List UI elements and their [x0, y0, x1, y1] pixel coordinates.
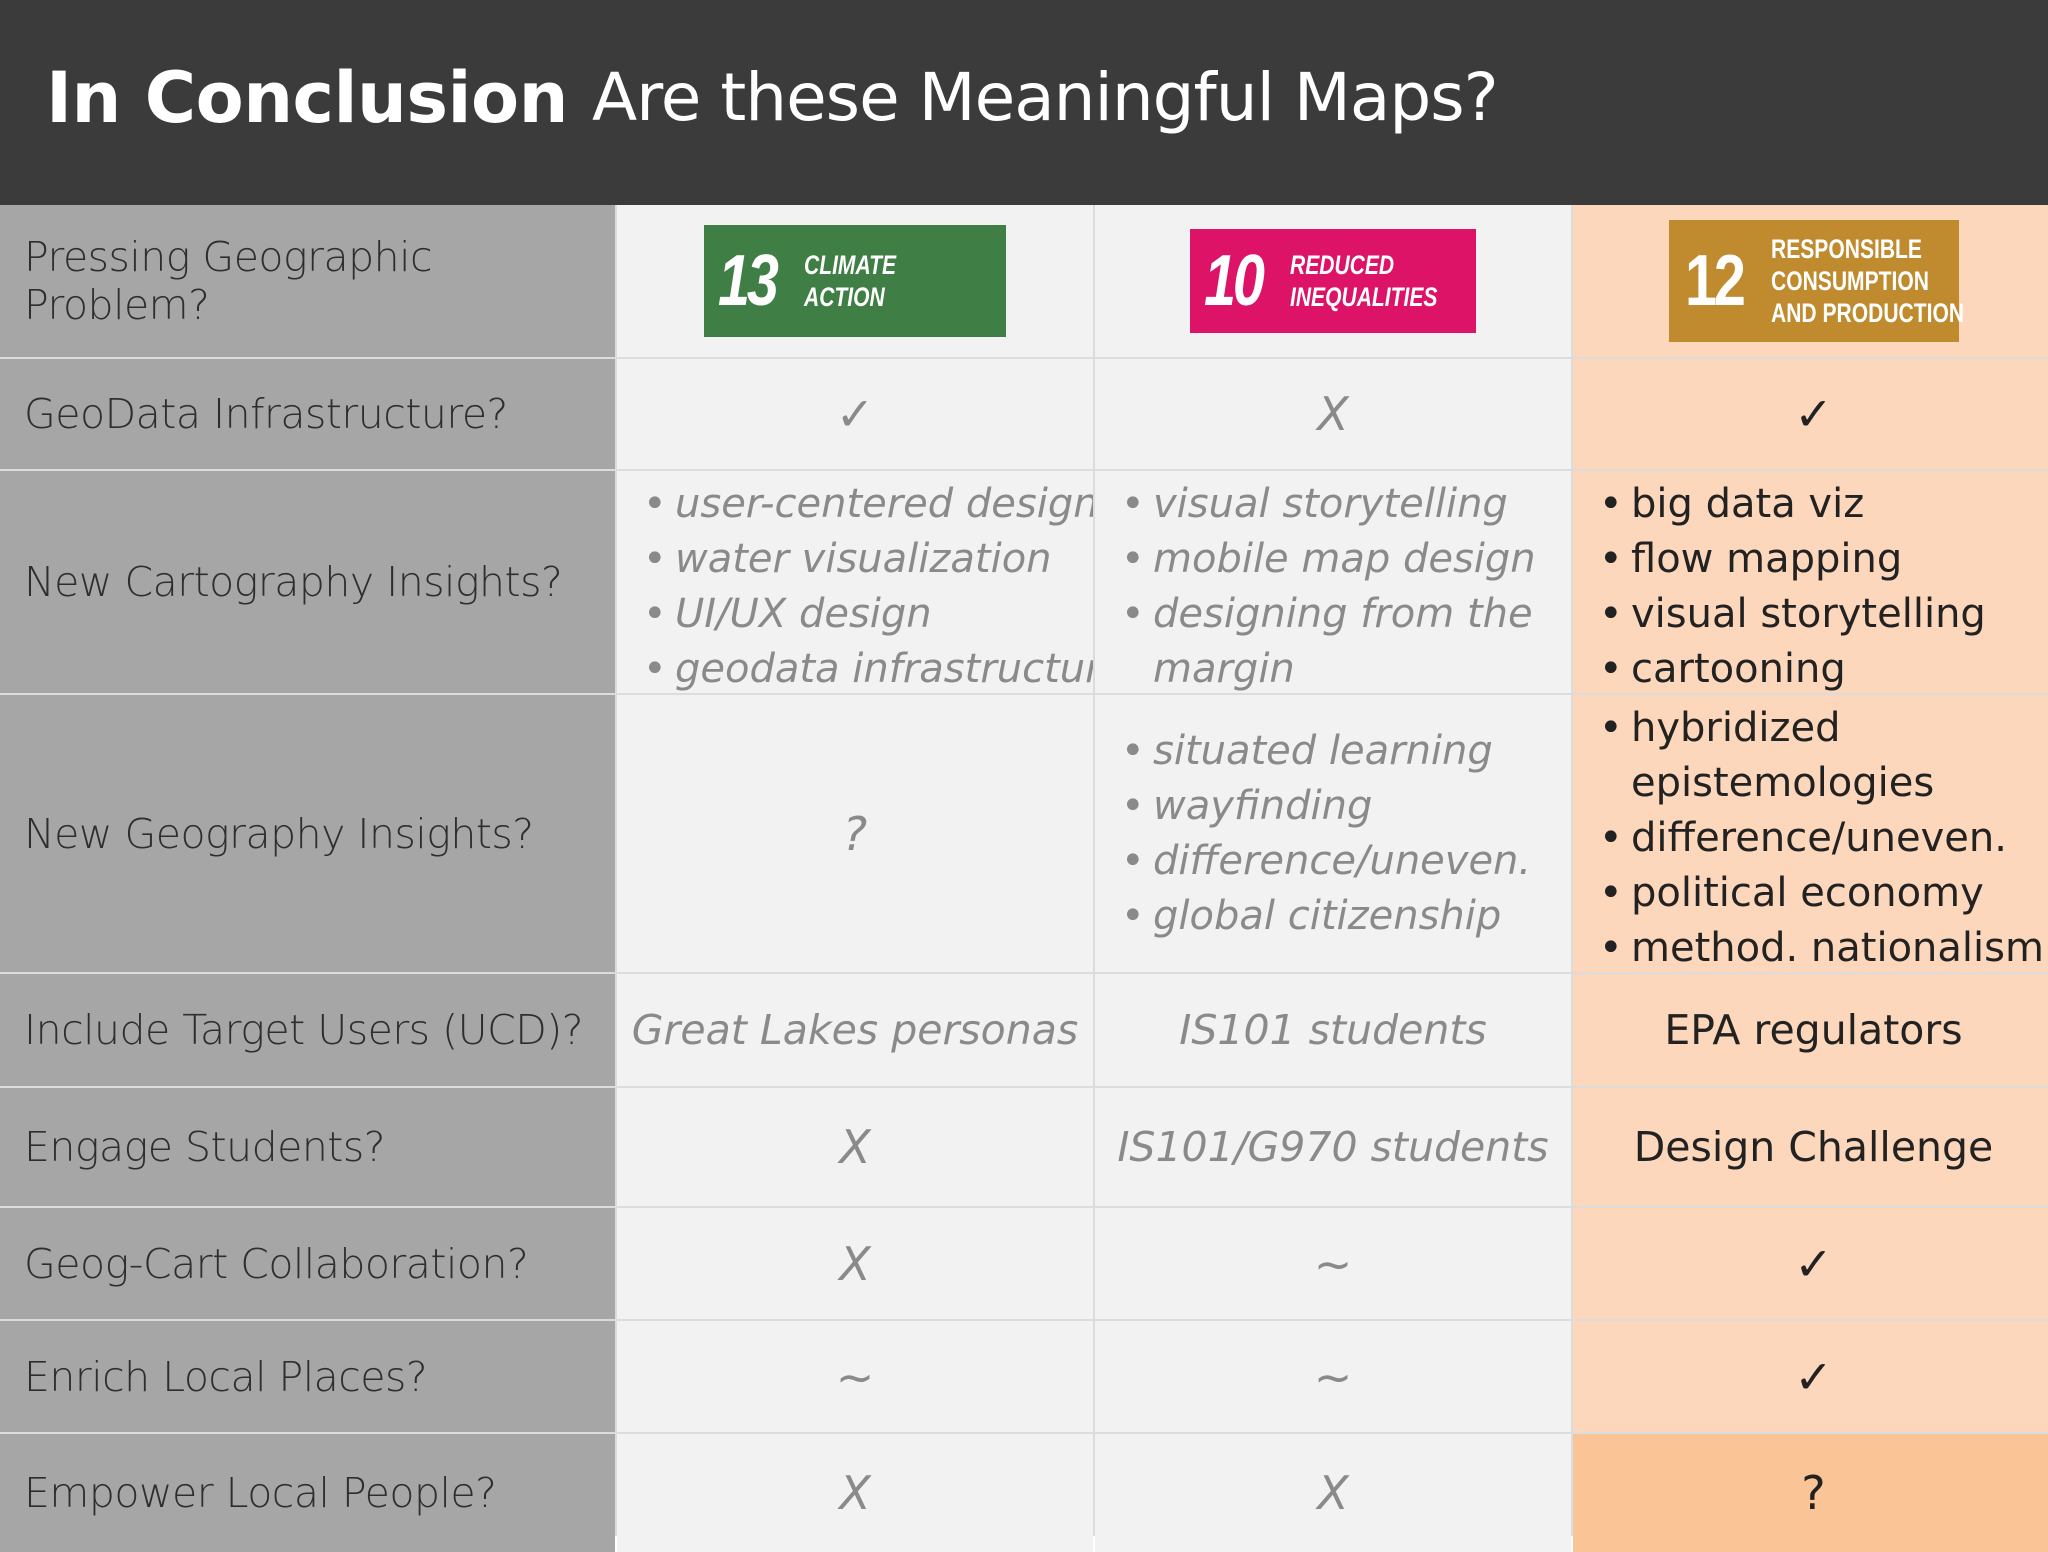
geography-c1: ?	[617, 695, 1093, 972]
sdg12-line2: CONSUMPTION	[1770, 266, 1929, 296]
sdg12-cell: 12 RESPONSIBLE CONSUMPTION AND PRODUCTIO…	[1573, 205, 2048, 357]
row-label-engage: Engage Students?	[0, 1088, 615, 1206]
list-item: mobile map design	[1113, 532, 1536, 587]
row-label-geography: New Geography Insights?	[0, 695, 615, 972]
list-item: designing from the margin	[1113, 587, 1533, 693]
sdg13-number: 13	[718, 241, 779, 321]
sdg10-number: 10	[1204, 241, 1265, 321]
collab-c2-value: ~	[1313, 1236, 1353, 1291]
enrich-c3: ✓	[1573, 1321, 2048, 1432]
enrich-c3-value: ✓	[1794, 1349, 1833, 1404]
cartography-c1-list: user-centered design water visualization…	[635, 477, 1093, 693]
sdg10-cell: 10 REDUCED INEQUALITIES	[1095, 205, 1571, 357]
list-item: visual storytelling	[1591, 587, 1986, 642]
list-item: global citizenship	[1113, 889, 1531, 944]
collab-c3-value: ✓	[1794, 1236, 1833, 1291]
geography-c3-list: hybridized epistemologies difference/une…	[1591, 701, 2044, 972]
title-bar: In Conclusion Are these Meaningful Maps?	[0, 0, 2048, 205]
list-item: difference/uneven.	[1113, 834, 1531, 889]
sdg13-cell: 13 CLIMATE ACTION	[617, 205, 1093, 357]
sdg12-badge: 12 RESPONSIBLE CONSUMPTION AND PRODUCTIO…	[1668, 220, 1964, 342]
enrich-c2-value: ~	[1313, 1349, 1353, 1404]
list-item: method. nationalism	[1591, 921, 2044, 972]
empower-c3-value: ?	[1801, 1466, 1826, 1520]
list-item: geodata infrastructure	[635, 642, 1093, 693]
sdg12-text: RESPONSIBLE CONSUMPTION AND PRODUCTION	[1771, 233, 1964, 329]
geography-c3: hybridized epistemologies difference/une…	[1573, 695, 2048, 972]
list-item: political economy	[1591, 866, 2044, 921]
sdg10-text: REDUCED INEQUALITIES	[1290, 249, 1437, 313]
target-users-c2: IS101 students	[1095, 974, 1571, 1086]
geodata-c3-value: ✓	[1794, 387, 1833, 441]
geodata-c2-value: X	[1317, 387, 1349, 441]
empower-c2-value: X	[1317, 1466, 1349, 1520]
sdg13-line1: CLIMATE	[804, 250, 897, 280]
sdg10-badge: 10 REDUCED INEQUALITIES	[1190, 229, 1476, 333]
geodata-c2: X	[1095, 359, 1571, 469]
cartography-c3-list: big data viz flow mapping visual storyte…	[1591, 477, 1986, 693]
engage-c3: Design Challenge	[1573, 1088, 2048, 1206]
sdg10-line1: REDUCED	[1290, 250, 1395, 280]
sdg13-text: CLIMATE ACTION	[804, 249, 896, 313]
cartography-c2: visual storytelling mobile map design de…	[1095, 471, 1571, 693]
geodata-c3: ✓	[1573, 359, 2048, 469]
list-item: wayfinding	[1113, 779, 1531, 834]
geography-c2: situated learning wayfinding difference/…	[1095, 695, 1571, 972]
row-label-collab: Geog-Cart Collaboration?	[0, 1208, 615, 1319]
list-item: hybridized epistemologies	[1591, 701, 2011, 811]
collab-c1-value: X	[839, 1236, 871, 1291]
engage-c2: IS101/G970 students	[1095, 1088, 1571, 1206]
enrich-c1-value: ~	[835, 1349, 875, 1404]
collab-c1: X	[617, 1208, 1093, 1319]
geography-c2-list: situated learning wayfinding difference/…	[1113, 724, 1531, 944]
enrich-c2: ~	[1095, 1321, 1571, 1432]
title-subtitle: Are these Meaningful Maps?	[591, 59, 1499, 136]
row-label-enrich: Enrich Local Places?	[0, 1321, 615, 1432]
list-item: situated learning	[1113, 724, 1531, 779]
sdg13-line2: ACTION	[804, 282, 885, 312]
empower-c1-value: X	[839, 1466, 871, 1520]
geodata-c1-value: ✓	[835, 387, 875, 441]
list-item: visual storytelling	[1113, 477, 1536, 532]
list-item: user-centered design	[635, 477, 1093, 532]
row-label-pressing-problem: Pressing Geographic Problem?	[0, 205, 615, 357]
cartography-c3: big data viz flow mapping visual storyte…	[1573, 471, 2048, 693]
engage-c1-value: X	[839, 1120, 871, 1174]
row-label-cartography: New Cartography Insights?	[0, 471, 615, 693]
list-item: water visualization	[635, 532, 1093, 587]
list-item: difference/uneven.	[1591, 811, 2044, 866]
target-users-c1: Great Lakes personas	[617, 974, 1093, 1086]
list-item: UI/UX design	[635, 587, 1093, 642]
list-item: cartooning	[1591, 642, 1986, 693]
collab-c2: ~	[1095, 1208, 1571, 1319]
row-label-empower: Empower Local People?	[0, 1434, 615, 1552]
list-item: flow mapping	[1591, 532, 1986, 587]
empower-c2: X	[1095, 1434, 1571, 1552]
empower-c1: X	[617, 1434, 1093, 1552]
sdg10-line2: INEQUALITIES	[1290, 282, 1438, 312]
sdg12-number: 12	[1684, 241, 1746, 321]
comparison-table: Pressing Geographic Problem? 13 CLIMATE …	[0, 205, 2048, 1552]
enrich-c1: ~	[617, 1321, 1093, 1432]
geography-c1-value: ?	[842, 806, 868, 861]
list-item: big data viz	[1591, 477, 1986, 532]
title-bold: In Conclusion	[46, 56, 568, 139]
cartography-c2-list: visual storytelling mobile map design de…	[1113, 477, 1536, 693]
row-label-geodata: GeoData Infrastructure?	[0, 359, 615, 469]
engage-c1: X	[617, 1088, 1093, 1206]
row-label-target-users: Include Target Users (UCD)?	[0, 974, 615, 1086]
target-users-c3: EPA regulators	[1573, 974, 2048, 1086]
collab-c3: ✓	[1573, 1208, 2048, 1319]
geodata-c1: ✓	[617, 359, 1093, 469]
empower-c3: ?	[1573, 1434, 2048, 1552]
sdg12-line3: AND PRODUCTION	[1770, 298, 1964, 328]
sdg12-line1: RESPONSIBLE	[1770, 234, 1922, 264]
sdg13-badge: 13 CLIMATE ACTION	[704, 225, 1006, 337]
cartography-c1: user-centered design water visualization…	[617, 471, 1093, 693]
